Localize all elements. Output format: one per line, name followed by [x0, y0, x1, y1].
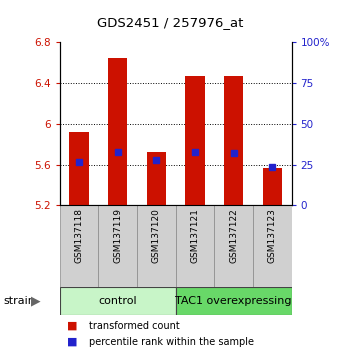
Bar [98, 205, 137, 287]
Text: strain: strain [3, 296, 35, 306]
Text: GDS2451 / 257976_at: GDS2451 / 257976_at [97, 16, 244, 29]
Bar [176, 287, 292, 315]
Text: GSM137121: GSM137121 [190, 208, 199, 263]
Bar [69, 132, 89, 205]
Text: ▶: ▶ [31, 295, 41, 307]
Bar [185, 76, 205, 205]
Bar [60, 205, 98, 287]
Text: TAC1 overexpressing: TAC1 overexpressing [175, 296, 292, 306]
Bar [224, 76, 243, 205]
Text: control: control [98, 296, 137, 306]
Text: GSM137122: GSM137122 [229, 208, 238, 263]
Bar [147, 153, 166, 205]
Bar [253, 205, 292, 287]
Text: percentile rank within the sample: percentile rank within the sample [89, 337, 254, 347]
Text: ■: ■ [66, 321, 77, 331]
Bar [263, 168, 282, 205]
Bar [108, 58, 127, 205]
Bar [176, 205, 214, 287]
Bar [60, 287, 176, 315]
Text: GSM137120: GSM137120 [152, 208, 161, 263]
Text: GSM137119: GSM137119 [113, 208, 122, 263]
Text: GSM137118: GSM137118 [74, 208, 84, 263]
Bar [214, 205, 253, 287]
Text: ■: ■ [66, 337, 77, 347]
Text: GSM137123: GSM137123 [268, 208, 277, 263]
Text: transformed count: transformed count [89, 321, 179, 331]
Bar [137, 205, 176, 287]
